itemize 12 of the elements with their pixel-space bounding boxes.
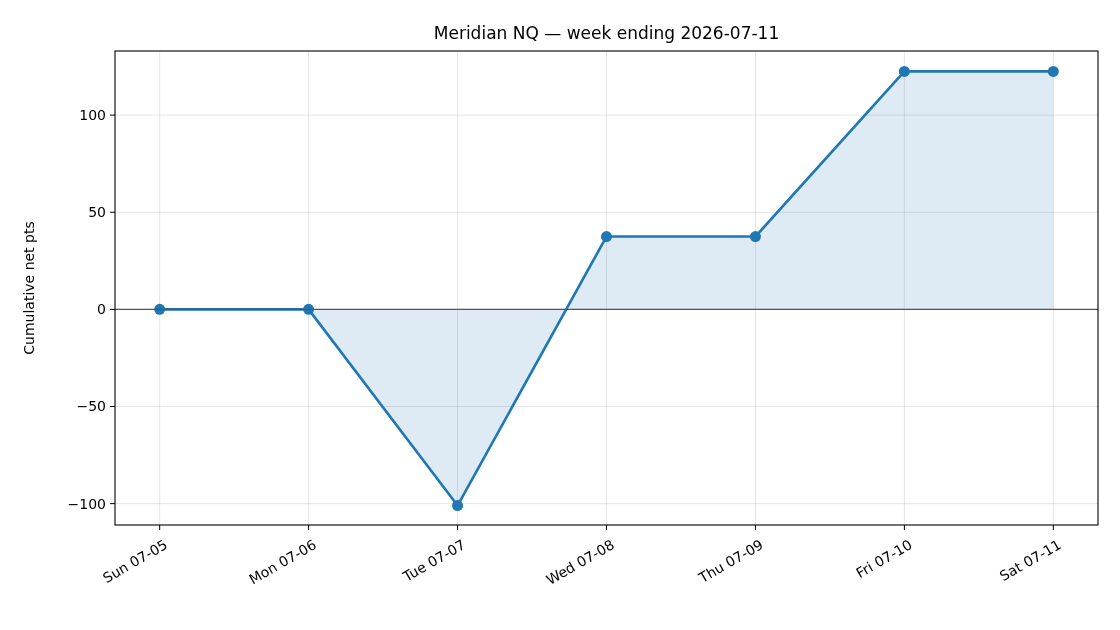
point [601, 231, 612, 243]
point [452, 500, 464, 512]
y-axis-title: Cumulative net pts [21, 221, 37, 355]
y-tick-label: 50 [88, 204, 106, 221]
y-tick-label: 100 [79, 107, 106, 124]
y-tick-label: −100 [67, 495, 106, 512]
point [749, 231, 761, 243]
point [1047, 65, 1059, 77]
y-tick-label: 0 [97, 301, 106, 318]
point [898, 65, 910, 77]
chart-title: Meridian NQ — week ending 2026-07-11 [433, 23, 780, 43]
y-tick-label: −50 [76, 398, 106, 415]
